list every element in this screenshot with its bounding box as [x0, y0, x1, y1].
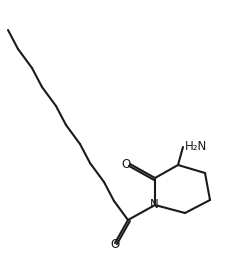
Text: N: N [150, 199, 158, 211]
Text: O: O [121, 158, 131, 171]
Text: H₂N: H₂N [185, 140, 207, 153]
Text: O: O [110, 238, 120, 251]
